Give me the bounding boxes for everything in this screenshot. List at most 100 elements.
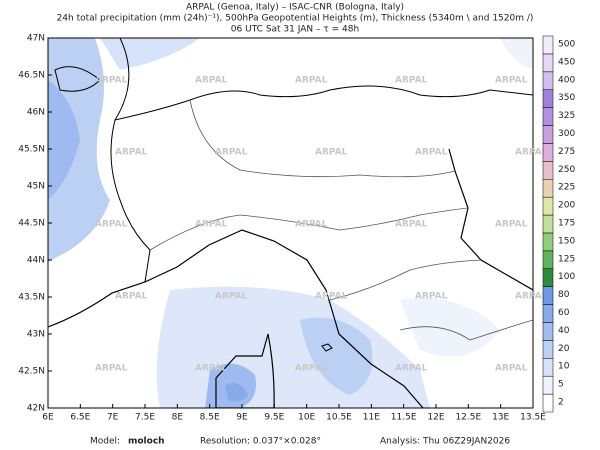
- colorbar-label: 5: [558, 380, 564, 390]
- colorbar-segment: [542, 358, 554, 377]
- watermark: ARPAL: [195, 76, 228, 86]
- colorbar-label: 10: [558, 362, 570, 372]
- lon-label: 8.5E: [200, 413, 220, 423]
- footer-label: Model:: [90, 437, 120, 447]
- colorbar-segment: [542, 89, 554, 108]
- watermark: ARPAL: [395, 220, 428, 230]
- watermark: ARPAL: [295, 220, 328, 230]
- watermark: ARPAL: [195, 220, 228, 230]
- colorbar-label: 40: [558, 326, 570, 336]
- lon-label: 13.5E: [520, 413, 546, 423]
- watermark: ARPAL: [115, 292, 148, 302]
- colorbar: 2 5 10 20 40 60 80 100 125 150 175 200 225 250 275 300 3…: [542, 35, 575, 413]
- colorbar-segment: [542, 304, 554, 323]
- lat-label: 43N: [27, 330, 45, 340]
- lon-label: 8E: [172, 413, 184, 423]
- lon-label: 10.5E: [326, 413, 352, 423]
- watermark: ARPAL: [295, 76, 328, 86]
- colorbar-label: 225: [558, 183, 575, 193]
- colorbar-label: 300: [558, 129, 575, 139]
- watermark: ARPAL: [115, 148, 148, 158]
- colorbar-segment: [542, 375, 554, 395]
- watermarks: ARPAL ARPAL ARPAL ARPAL ARPAL ARPAL ARPAL ARPAL…: [95, 76, 548, 374]
- colorbar-segment: [542, 250, 554, 270]
- colorbar-label: 150: [558, 236, 575, 246]
- lat-label: 42N: [27, 404, 45, 414]
- borders: [48, 38, 533, 408]
- watermark: ARPAL: [215, 292, 248, 302]
- watermark: ARPAL: [515, 292, 548, 302]
- watermark: ARPAL: [195, 364, 228, 374]
- colorbar-segment: [542, 35, 554, 55]
- colorbar-label: 60: [558, 308, 570, 318]
- colorbar-segment: [542, 143, 554, 162]
- colorbar-label: 275: [558, 147, 575, 157]
- colorbar-segment: [542, 214, 554, 234]
- lon-label: 12.5E: [455, 413, 481, 423]
- axis-ticks: 6E 6.5E 7E 7.5E 8E 8.5E 9E 9.5E 10E 10.5E 11E 11.5E…: [18, 34, 546, 423]
- colorbar-segment: [542, 53, 554, 73]
- lon-label: 13E: [492, 413, 509, 423]
- colorbar-label: 350: [558, 93, 575, 103]
- colorbar-segment: [542, 178, 554, 198]
- title-line: 24h total precipitation (mm (24h)⁻¹), 50…: [57, 14, 534, 24]
- watermark: ARPAL: [515, 148, 548, 158]
- lon-label: 7E: [107, 413, 119, 423]
- title-line: ARPAL (Genoa, Italy) – ISAC-CNR (Bologna…: [186, 3, 404, 13]
- watermark: ARPAL: [95, 364, 128, 374]
- lon-label: 12E: [427, 413, 444, 423]
- colorbar-segment: [542, 196, 554, 216]
- lon-label: 10E: [298, 413, 315, 423]
- colorbar-label: 450: [558, 57, 575, 67]
- footer-analysis: Analysis: Thu 06Z29JAN2026: [380, 437, 510, 447]
- lat-label: 47N: [27, 34, 45, 44]
- lat-label: 45N: [27, 182, 45, 192]
- watermark: ARPAL: [95, 76, 128, 86]
- colorbar-label: 500: [558, 39, 575, 49]
- watermark: ARPAL: [315, 148, 348, 158]
- lon-label: 6.5E: [70, 413, 90, 423]
- colorbar-label: 20: [558, 344, 570, 354]
- colorbar-segment: [542, 393, 554, 413]
- lon-label: 6E: [42, 413, 54, 423]
- colorbar-segment: [542, 340, 554, 359]
- colorbar-label: 125: [558, 254, 575, 264]
- colorbar-segment: [542, 286, 554, 305]
- lat-label: 46N: [27, 108, 45, 118]
- watermark: ARPAL: [295, 364, 328, 374]
- colorbar-segment: [542, 232, 554, 252]
- lat-label: 44N: [27, 256, 45, 266]
- footer-model: moloch: [128, 437, 165, 447]
- watermark: ARPAL: [495, 220, 528, 230]
- watermark: ARPAL: [95, 220, 128, 230]
- watermark: ARPAL: [415, 148, 448, 158]
- colorbar-segment: [542, 125, 554, 144]
- colorbar-label: 250: [558, 165, 575, 175]
- lon-label: 7.5E: [135, 413, 155, 423]
- footer-resolution: Resolution: 0.037°×0.028°: [200, 437, 321, 447]
- watermark: ARPAL: [495, 76, 528, 86]
- lon-label: 9E: [236, 413, 248, 423]
- lat-label: 46.5N: [18, 71, 45, 81]
- watermark: ARPAL: [315, 292, 348, 302]
- lat-label: 44.5N: [18, 219, 45, 229]
- lat-label: 45.5N: [18, 145, 45, 155]
- precipitation: [48, 38, 533, 408]
- colorbar-segment: [542, 322, 554, 341]
- colorbar-segment: [542, 268, 554, 287]
- colorbar-label: 400: [558, 75, 575, 85]
- lat-label: 42.5N: [18, 367, 45, 377]
- colorbar-segment: [542, 107, 554, 126]
- colorbar-label: 175: [558, 219, 575, 229]
- colorbar-label: 200: [558, 201, 575, 211]
- lon-label: 11.5E: [391, 413, 417, 423]
- colorbar-label: 80: [558, 290, 570, 300]
- colorbar-label: 325: [558, 111, 575, 121]
- colorbar-label: 100: [558, 272, 575, 282]
- watermark: ARPAL: [495, 364, 528, 374]
- lat-label: 43.5N: [18, 293, 45, 303]
- colorbar-label: 2: [558, 398, 564, 408]
- colorbar-segment: [542, 71, 554, 90]
- watermark: ARPAL: [395, 76, 428, 86]
